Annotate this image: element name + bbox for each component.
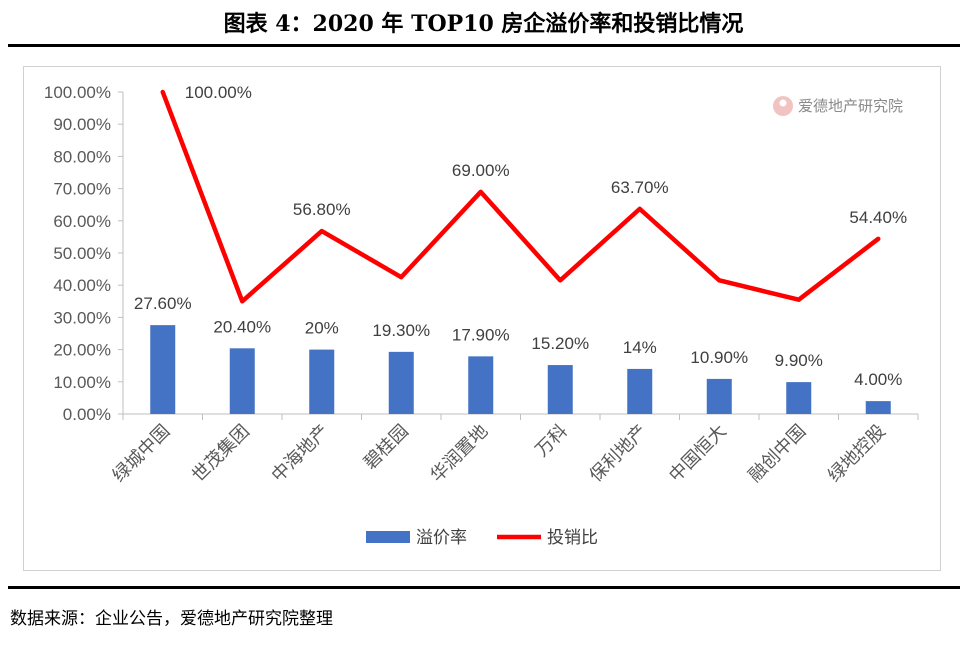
line-series bbox=[160, 89, 881, 304]
y-tick-label: 40.00% bbox=[53, 276, 111, 295]
line-data-label: 56.80% bbox=[293, 200, 351, 219]
bar-data-label: 10.90% bbox=[690, 348, 748, 367]
line-data-label: 63.70% bbox=[611, 178, 669, 197]
x-category-label: 华润置地 bbox=[427, 421, 493, 487]
bar bbox=[865, 401, 891, 414]
bar-data-label: 20.40% bbox=[213, 317, 271, 336]
aide-logo-icon-dot bbox=[779, 99, 787, 107]
x-category-label: 世茂集团 bbox=[188, 421, 254, 487]
x-category-label: 绿城中国 bbox=[109, 421, 175, 487]
y-tick-label: 80.00% bbox=[53, 147, 111, 166]
bar-data-label: 9.90% bbox=[775, 351, 823, 370]
chart-title: 图表 4：2020 年 TOP10 房企溢价率和投销比情况 bbox=[223, 11, 744, 37]
y-tick-label: 0.00% bbox=[63, 405, 111, 424]
y-tick-label: 70.00% bbox=[53, 180, 111, 199]
top-divider bbox=[8, 44, 960, 47]
bar-data-label: 15.20% bbox=[531, 334, 589, 353]
line-data-label: 100.00% bbox=[185, 83, 252, 102]
legend-label-line: 投销比 bbox=[547, 528, 598, 548]
y-tick-label: 100.00% bbox=[44, 83, 111, 102]
y-tick-label: 90.00% bbox=[53, 115, 111, 134]
bar bbox=[309, 349, 335, 414]
y-tick-label: 20.00% bbox=[53, 341, 111, 360]
y-tick-label: 60.00% bbox=[53, 212, 111, 231]
line-data-label: 54.40% bbox=[849, 208, 907, 227]
x-category-label: 绿地控股 bbox=[824, 421, 890, 487]
bar-data-label: 20% bbox=[305, 319, 339, 338]
bar-data-label: 27.60% bbox=[134, 294, 192, 313]
bottom-divider bbox=[8, 586, 960, 589]
bar bbox=[468, 356, 494, 414]
x-category-label: 万科 bbox=[531, 421, 571, 461]
bar bbox=[627, 368, 653, 414]
bar bbox=[388, 351, 414, 414]
bar bbox=[786, 382, 812, 414]
x-category-label: 中海地产 bbox=[268, 421, 334, 487]
watermark-text: 爱德地产研究院 bbox=[798, 97, 903, 115]
legend-swatch-bar bbox=[366, 531, 410, 543]
y-tick-label: 50.00% bbox=[53, 244, 111, 263]
legend-label-bar: 溢价率 bbox=[416, 528, 467, 548]
x-category-label: 碧桂园 bbox=[360, 421, 413, 474]
line-data-label: 69.00% bbox=[452, 161, 510, 180]
chart-frame bbox=[23, 66, 941, 571]
bar bbox=[706, 378, 732, 414]
bar-data-label: 4.00% bbox=[854, 370, 902, 389]
bar bbox=[547, 365, 573, 414]
x-category-label: 保利地产 bbox=[586, 421, 652, 487]
x-category-label: 融创中国 bbox=[745, 421, 811, 487]
bar-data-label: 19.30% bbox=[372, 321, 430, 340]
bar-data-label: 14% bbox=[623, 338, 657, 357]
y-tick-label: 30.00% bbox=[53, 308, 111, 327]
y-tick-label: 10.00% bbox=[53, 373, 111, 392]
x-category-label: 中国恒大 bbox=[665, 421, 731, 487]
bar-data-label: 17.90% bbox=[452, 325, 510, 344]
bar bbox=[150, 325, 176, 414]
bar bbox=[229, 348, 255, 414]
source-note: 数据来源：企业公告，爱德地产研究院整理 bbox=[10, 609, 333, 629]
